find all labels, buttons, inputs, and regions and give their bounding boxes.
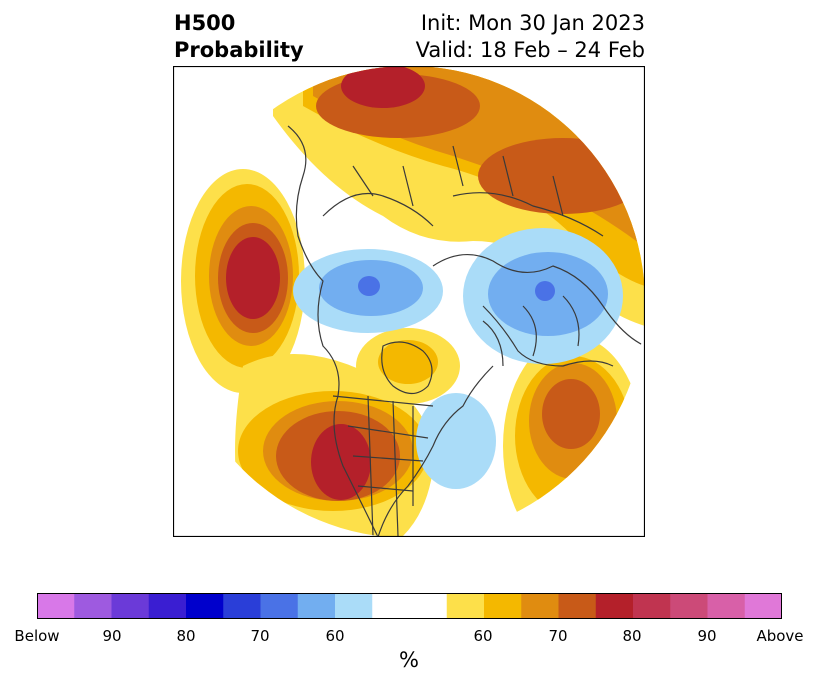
colorbar-segment <box>111 593 150 619</box>
colorbar-segment <box>633 593 671 619</box>
valid-period: Valid: 18 Feb – 24 Feb <box>415 38 645 62</box>
colorbar-segment <box>74 593 112 619</box>
probability-map <box>173 66 645 537</box>
colorbar-segment <box>484 593 522 619</box>
colorbar-segment <box>521 593 559 619</box>
colorbar-segment <box>409 593 448 619</box>
colorbar-segment <box>670 593 708 619</box>
coastlines <box>287 85 645 537</box>
colorbar-segment <box>223 593 261 619</box>
colorbar-tick-label: 90 <box>102 627 122 645</box>
north-pacific-above-anomaly <box>181 169 305 393</box>
colorbar-segment <box>148 593 187 619</box>
title-product: Probability <box>174 38 304 62</box>
colorbar-tick-label: Below <box>14 627 60 645</box>
title-left: H500 Probability <box>174 10 304 64</box>
init-date: Init: Mon 30 Jan 2023 <box>420 11 645 35</box>
map-frame <box>173 66 645 537</box>
colorbar-tick-label: 90 <box>697 627 717 645</box>
title-right: Init: Mon 30 Jan 2023 Valid: 18 Feb – 24… <box>416 10 645 64</box>
colorbar-segment <box>297 593 336 619</box>
colorbar-tick-label: 70 <box>548 627 568 645</box>
colorbar-segment <box>558 593 597 619</box>
colorbar-tick-label: 60 <box>325 627 345 645</box>
colorbar-unit: % <box>399 648 419 672</box>
colorbar-segment <box>37 593 75 619</box>
colorbar-tick-label: 80 <box>176 627 196 645</box>
colorbar-segment <box>446 593 485 619</box>
colorbar-tick-label: Above <box>756 627 804 645</box>
colorbar-segment <box>186 593 224 619</box>
colorbar <box>37 593 782 619</box>
alaska-below-anomaly <box>293 249 443 333</box>
colorbar-segment <box>595 593 634 619</box>
colorbar-segment <box>335 593 373 619</box>
title-variable: H500 <box>174 11 236 35</box>
colorbar-tick-label: 60 <box>473 627 493 645</box>
eastern-na-below-anomaly <box>416 393 496 489</box>
colorbar-segment <box>707 593 746 619</box>
colorbar-tick-label: 80 <box>622 627 642 645</box>
colorbar-tick-label: 70 <box>250 627 270 645</box>
colorbar-segment <box>744 593 782 619</box>
colorbar-segment <box>372 593 410 619</box>
europe-below-anomaly <box>463 228 623 364</box>
colorbar-segment <box>260 593 299 619</box>
colorbar-frame <box>37 593 782 619</box>
